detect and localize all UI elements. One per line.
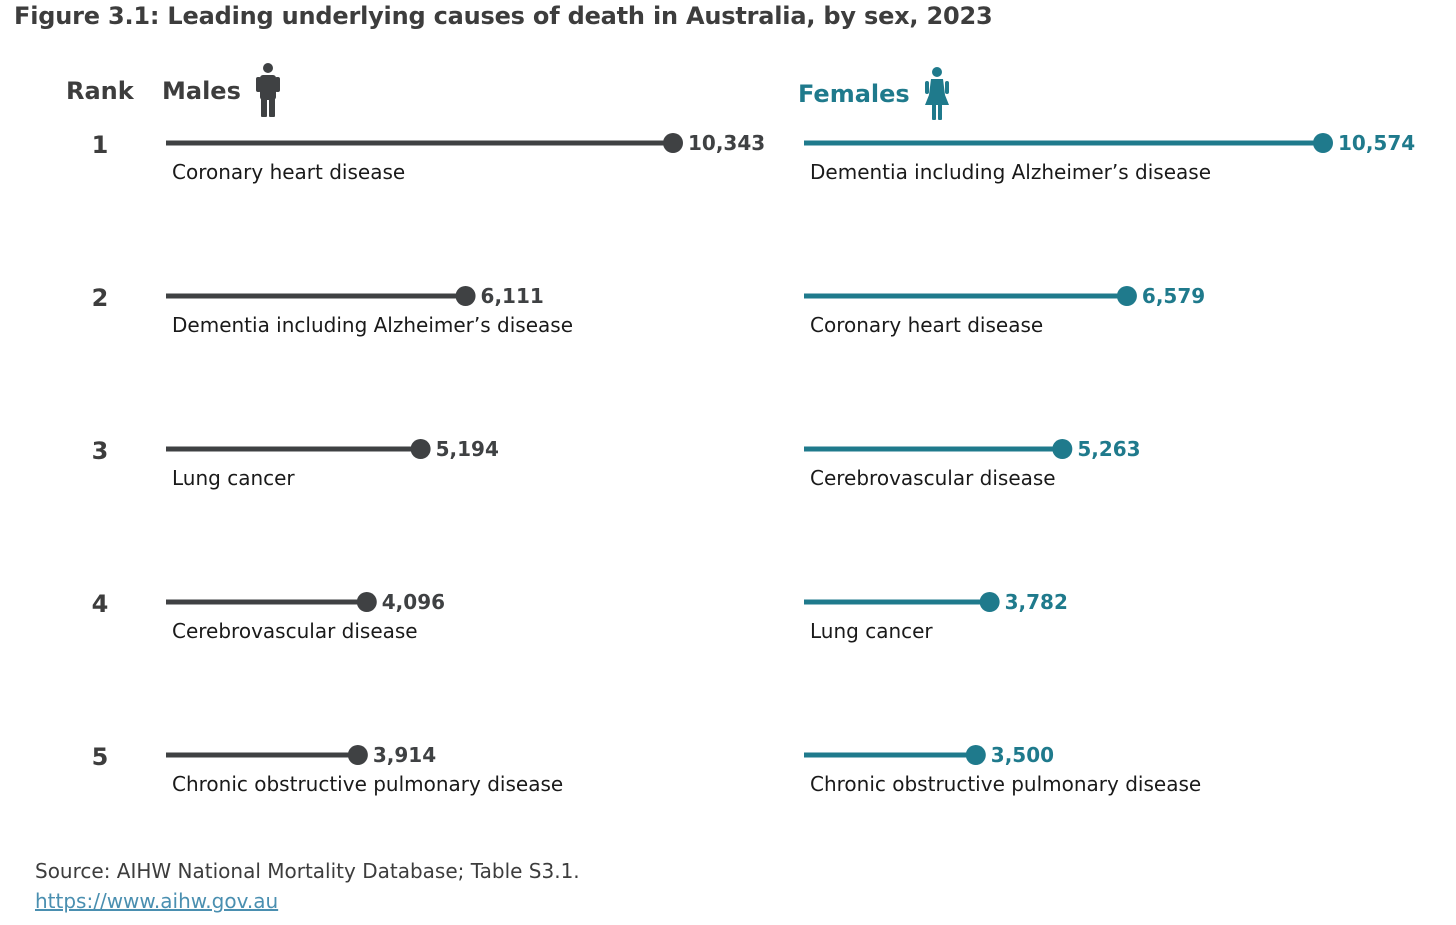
male-cause-label: Dementia including Alzheimer’s disease [172, 313, 573, 337]
rank-label: 1 [92, 131, 109, 159]
males-header: Males [162, 77, 241, 105]
female-person-icon [925, 67, 949, 120]
male-value-label: 6,111 [481, 284, 544, 308]
female-point-2 [1116, 286, 1137, 306]
rank-label: 5 [92, 743, 109, 771]
female-cause-label: Cerebrovascular disease [810, 466, 1056, 490]
female-value-label: 10,574 [1338, 131, 1415, 155]
male-point-1 [663, 133, 683, 153]
female-value-label: 3,500 [991, 743, 1054, 767]
female-value-label: 6,579 [1142, 284, 1205, 308]
male-value-label: 3,914 [373, 743, 436, 767]
rank-label: 3 [92, 437, 109, 465]
rank-label: 2 [92, 284, 109, 312]
female-cause-label: Coronary heart disease [810, 313, 1043, 337]
female-cause-label: Lung cancer [810, 619, 933, 643]
male-value-label: 10,343 [688, 131, 765, 155]
female-point-5 [965, 745, 986, 765]
male-cause-label: Chronic obstructive pulmonary disease [172, 772, 563, 796]
lollipop-chart: Rank Males Females 1 2 3 4 5 10,343 Coronary h… [66, 63, 1415, 796]
female-cause-label: Chronic obstructive pulmonary disease [810, 772, 1201, 796]
male-point-4 [356, 592, 377, 612]
male-cause-label: Coronary heart disease [172, 160, 405, 184]
male-point-5 [347, 745, 368, 765]
male-person-icon [256, 63, 280, 117]
female-cause-label: Dementia including Alzheimer’s disease [810, 160, 1211, 184]
male-point-2 [455, 286, 476, 306]
source-link[interactable]: https://www.aihw.gov.au [35, 889, 279, 913]
male-cause-label: Lung cancer [172, 466, 295, 490]
footer: Source: AIHW National Mortality Database… [35, 856, 580, 916]
female-point-3 [1052, 439, 1073, 459]
male-point-3 [410, 439, 431, 459]
female-point-4 [979, 592, 1000, 612]
male-value-label: 4,096 [382, 590, 445, 614]
male-cause-label: Cerebrovascular disease [172, 619, 418, 643]
female-value-label: 5,263 [1077, 437, 1140, 461]
rank-header: Rank [66, 77, 135, 105]
chart-title: Figure 3.1: Leading underlying causes of… [14, 2, 993, 30]
females-header: Females [798, 80, 910, 108]
source-note: Source: AIHW National Mortality Database… [35, 859, 580, 883]
female-value-label: 3,782 [1005, 590, 1068, 614]
rank-label: 4 [92, 590, 109, 618]
male-value-label: 5,194 [436, 437, 499, 461]
female-point-1 [1313, 133, 1333, 153]
